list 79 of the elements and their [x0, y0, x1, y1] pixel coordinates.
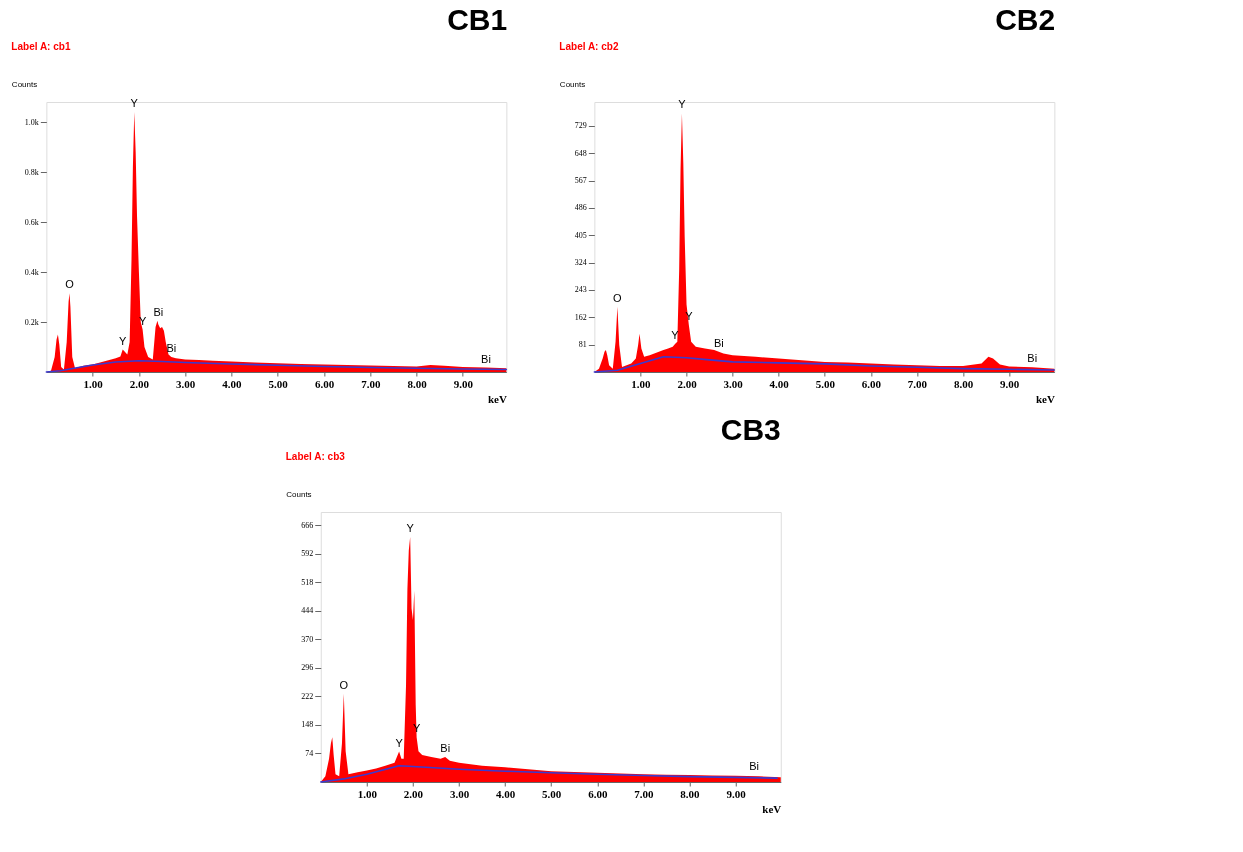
y-tick-label: 666 [301, 520, 314, 530]
y-axis-title: Counts [286, 489, 312, 499]
annotation: O [339, 678, 349, 691]
y-tick-label: 148 [301, 720, 314, 730]
chart-title: CB2 [995, 3, 1056, 36]
y-tick-label: 243 [574, 285, 587, 295]
x-tick-label: 4.00 [222, 377, 243, 390]
annotation: Y [671, 328, 680, 341]
y-tick-label: 0.6k [24, 217, 39, 227]
annotation: Bi [166, 342, 177, 354]
text: Label A: cb2 [559, 41, 619, 52]
y-tick-label: 162 [574, 312, 587, 322]
y-tick-label: 592 [301, 549, 314, 559]
x-tick-label: 9.00 [453, 377, 474, 390]
annotation: Bi [1027, 352, 1038, 365]
x-tick-label: 1.00 [357, 787, 378, 800]
y-tick-label: 222 [301, 691, 314, 701]
x-tick-label: 1.00 [631, 377, 652, 390]
chart-title: CB1 [447, 3, 508, 36]
text: Label A: cb3 [285, 451, 346, 462]
x-tick-label: 2.00 [677, 377, 698, 390]
annotation: Bi [153, 305, 164, 318]
y-tick-label: 486 [574, 203, 587, 213]
annotation: Bi [713, 336, 724, 349]
x-tick-label: 5.00 [815, 377, 836, 390]
x-tick-label: 8.00 [680, 787, 701, 800]
x-tick-label: 1.00 [83, 377, 104, 390]
x-tick-label: 4.00 [769, 377, 790, 390]
annotation: Bi [440, 741, 451, 754]
x-tick-label: 6.00 [861, 377, 882, 390]
x-tick-label: 8.00 [407, 377, 428, 390]
annotation: Y [119, 334, 128, 347]
line-series [593, 356, 1056, 373]
y-tick-label: 1.0k [24, 117, 39, 127]
x-tick-label: 9.00 [1000, 377, 1020, 390]
x-axis-title: keV [762, 802, 782, 815]
annotation: Bi [481, 352, 491, 365]
chart-title: CB3 [720, 413, 781, 446]
x-tick-label: 9.00 [726, 787, 747, 800]
x-tick-label: 3.00 [449, 787, 470, 800]
x-tick-label: 2.00 [129, 377, 150, 390]
y-tick-label: 0.4k [24, 267, 39, 277]
x-tick-label: 7.00 [634, 787, 655, 800]
y-tick-label: 74 [305, 748, 314, 758]
x-tick-label: 3.00 [176, 377, 196, 390]
y-tick-label: 729 [574, 121, 587, 131]
x-tick-label: 6.00 [588, 787, 608, 800]
y-tick-label: 0.8k [24, 167, 39, 177]
x-tick-label: 4.00 [495, 787, 516, 800]
annotation: O [65, 278, 75, 291]
annotation: Y [406, 522, 415, 535]
y-tick-label: 567 [574, 176, 587, 186]
y-tick-label: 444 [301, 606, 314, 616]
x-tick-label: 5.00 [268, 377, 289, 390]
x-tick-label: 7.00 [907, 377, 928, 390]
y-axis-title: Counts [559, 79, 586, 89]
annotation: Y [678, 98, 687, 111]
y-axis-title: Counts [11, 79, 38, 89]
y-tick-label: 324 [574, 258, 587, 268]
x-tick-label: 3.00 [723, 377, 744, 390]
y-tick-label: 648 [574, 148, 587, 158]
x-tick-label: 5.00 [542, 787, 562, 800]
y-tick-label: 405 [574, 230, 587, 240]
y-tick-label: 81 [578, 340, 587, 350]
y-tick-label: 370 [301, 634, 314, 644]
x-tick-label: 2.00 [403, 787, 424, 800]
annotation: O [613, 291, 623, 304]
x-tick-label: 7.00 [361, 377, 381, 390]
y-tick-label: 518 [301, 577, 314, 587]
y-tick-label: 296 [301, 663, 314, 673]
annotation: Y [130, 97, 139, 109]
x-tick-label: 8.00 [953, 377, 974, 390]
x-tick-label: 6.00 [314, 377, 335, 390]
x-axis-title: keV [1035, 392, 1055, 405]
annotation: Y [395, 736, 404, 749]
text: Label A: cb1 [11, 41, 71, 52]
y-tick-label: 0.2k [24, 317, 39, 327]
annotation: Bi [749, 760, 759, 773]
x-axis-title: keV [487, 392, 507, 405]
